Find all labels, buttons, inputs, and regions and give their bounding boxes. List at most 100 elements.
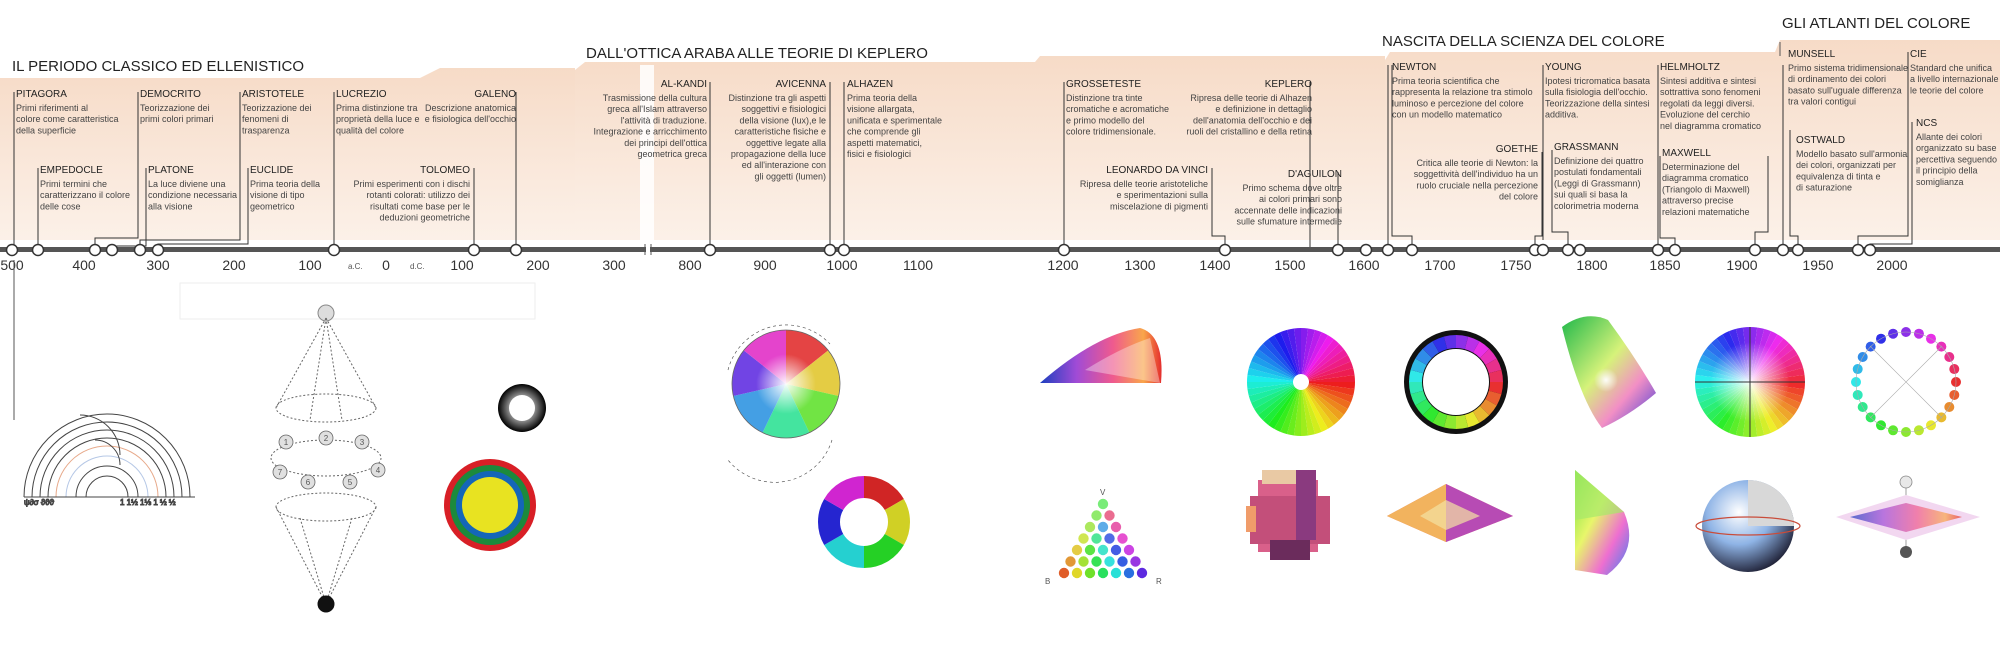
entry-grassmann: GRASSMANN Definizione dei quattropostulat…: [1554, 142, 1644, 211]
entry-desc-line: diagramma cromatico: [1662, 173, 1749, 183]
entry-keplero: KEPLERO Ripresa delle teorie di Alhazene …: [1186, 79, 1312, 137]
entry-al-kandi: AL-KANDI Trasmissione della culturagreca …: [593, 79, 707, 159]
sphere-number-dot: [318, 430, 334, 446]
entry-desc-line: Primo sistema tridimensionale: [1788, 63, 1908, 73]
entry-desc-line: primi colori primari: [140, 114, 214, 124]
entry-desc-line: sulla fisiologia dell'occhio.: [1545, 87, 1648, 97]
event-marker: [1405, 243, 1419, 257]
entry-desc-line: Prima distinzione tra: [336, 103, 418, 113]
period-title-arab: DALL'OTTICA ARABA ALLE TEORIE DI KEPLERO: [586, 45, 928, 62]
ancient-numbers: 1 1½ 1⅓ 1 ½ ½: [120, 498, 176, 507]
entry-desc-line: soggettività dell'individuo ha un: [1414, 169, 1538, 179]
entry-desc-line: Distinzione tra gli aspetti: [728, 93, 826, 103]
entry-desc-line: Descrizione anatomica: [425, 103, 516, 113]
triangle-dot: [1097, 498, 1109, 510]
band-classic: [0, 68, 575, 240]
entry-desc-line: visione allargata,: [847, 104, 915, 114]
sphere-number: 1: [284, 438, 289, 447]
period-title-science: NASCITA DELLA SCIENZA DEL COLORE: [1382, 33, 1665, 50]
entry-desc-line: organizzato su base: [1916, 143, 1997, 153]
entry-desc-line: l'attività di traduzione.: [621, 115, 707, 125]
entry-name: GRASSMANN: [1554, 142, 1618, 153]
entry-desc-line: proprietà della luce e: [336, 114, 420, 124]
entry-desc-line: colore come caratteristica: [16, 114, 119, 124]
entry-name: DEMOCRITO: [140, 89, 201, 100]
entry-desc-line: relazioni matematiche: [1662, 207, 1750, 217]
entry-name: LUCREZIO: [336, 89, 387, 100]
entry-name: KEPLERO: [1265, 79, 1312, 90]
triangle-dot: [1078, 556, 1089, 567]
entry-name: D'AGUILON: [1288, 169, 1342, 180]
entry-name: ARISTOTELE: [242, 89, 304, 100]
entry-avicenna: AVICENNA Distinzione tra gli aspettisogge…: [728, 79, 826, 181]
entry-desc-line: Trasmissione della cultura: [603, 93, 707, 103]
sphere-number-dot: [342, 474, 358, 490]
event-marker: [105, 243, 119, 257]
event-marker: [1381, 243, 1395, 257]
triangle-label-left: B: [1045, 577, 1050, 586]
triangle-dot: [1097, 567, 1109, 579]
sphere-number-dot: [354, 434, 370, 450]
entry-desc-line: Teorizzazione della sintesi: [1545, 98, 1650, 108]
entry-name: PITAGORA: [16, 89, 67, 100]
timeline-axis: [0, 244, 2000, 255]
entry-desc-line: additiva.: [1545, 110, 1579, 120]
cie-lab-solid-figure: [1836, 475, 1980, 558]
entry-desc-line: luminoso e percezione del colore: [1392, 98, 1524, 108]
axis-tick-label: 1100: [903, 257, 933, 273]
event-marker: [1668, 243, 1682, 257]
triangle-dot: [1104, 510, 1115, 521]
event-marker: [1651, 243, 1665, 257]
entry-desc-line: della visione (lux),e le: [739, 115, 826, 125]
entry-desc-line: greca all'Islam attraverso: [607, 104, 707, 114]
axis-tick-label: 1700: [1424, 257, 1455, 273]
entry-desc-line: Ripresa delle teorie di Alhazen: [1190, 93, 1312, 103]
era-bc-label: a.C.: [348, 262, 363, 271]
era-ad-label: d.C.: [410, 262, 425, 271]
entry-desc-line: e fisiologica dell'occhio: [425, 114, 516, 124]
entry-desc-line: le teorie del colore: [1910, 85, 1984, 95]
event-marker: [5, 243, 19, 257]
triangle-dot: [1058, 567, 1070, 579]
event-marker: [88, 243, 102, 257]
ncs-sphere-figure: [1695, 480, 1801, 572]
entry-desc-line: Integrazione e arricchimento: [593, 127, 707, 137]
event-marker: [509, 243, 523, 257]
entry-desc-line: geometrico: [250, 201, 295, 211]
entry-name: TOLOMEO: [420, 165, 470, 176]
event-marker: [1573, 243, 1587, 257]
entry-desc-line: il principio della: [1916, 166, 1978, 176]
hue-disc-figure: [1247, 328, 1355, 436]
event-marker: [1359, 243, 1373, 257]
entry-desc-line: gli oggetti (lumen): [754, 171, 826, 181]
entry-tolomeo: TOLOMEO Primi esperimenti con i dischirot…: [353, 165, 470, 223]
entry-name: ALHAZEN: [847, 79, 893, 90]
period-title-classic: IL PERIODO CLASSICO ED ELLENISTICO: [12, 58, 304, 75]
entry-desc-line: aspetti matematici,: [847, 138, 922, 148]
entry-leonardo-da-vinci: LEONARDO DA VINCI Ripresa delle teorie ar…: [1080, 165, 1208, 211]
triangle-dot: [1104, 533, 1115, 544]
cie-solid-figure: [1575, 470, 1630, 575]
entry-desc-line: di saturazione: [1796, 183, 1852, 193]
event-marker: [151, 243, 165, 257]
entry-desc-line: rotanti colorati: utilizzo dei: [366, 190, 470, 200]
entry-desc-line: dei colori, organizzati per: [1796, 160, 1896, 170]
triangle-dot: [1117, 556, 1128, 567]
sphere-number: 2: [324, 434, 329, 443]
event-marker: [1218, 243, 1232, 257]
triangle-dot: [1078, 533, 1089, 544]
triangle-dot: [1123, 567, 1135, 579]
entry-helmholtz: HELMHOLTZ Sintesi additiva e sintesisottr…: [1660, 62, 1761, 131]
triangle-dot: [1065, 556, 1076, 567]
axis-bar: [0, 247, 2000, 252]
entry-desc-line: tra valori contigui: [1788, 97, 1856, 107]
entry-desc-line: con un modello matematico: [1392, 110, 1502, 120]
axis-tick-label: 300: [602, 257, 626, 273]
sphere-number-dot: [300, 474, 316, 490]
axis-tick-label: 1300: [1124, 257, 1155, 273]
entry-name: OSTWALD: [1796, 135, 1845, 146]
entry-desc-line: Sintesi additiva e sintesi: [1660, 76, 1756, 86]
